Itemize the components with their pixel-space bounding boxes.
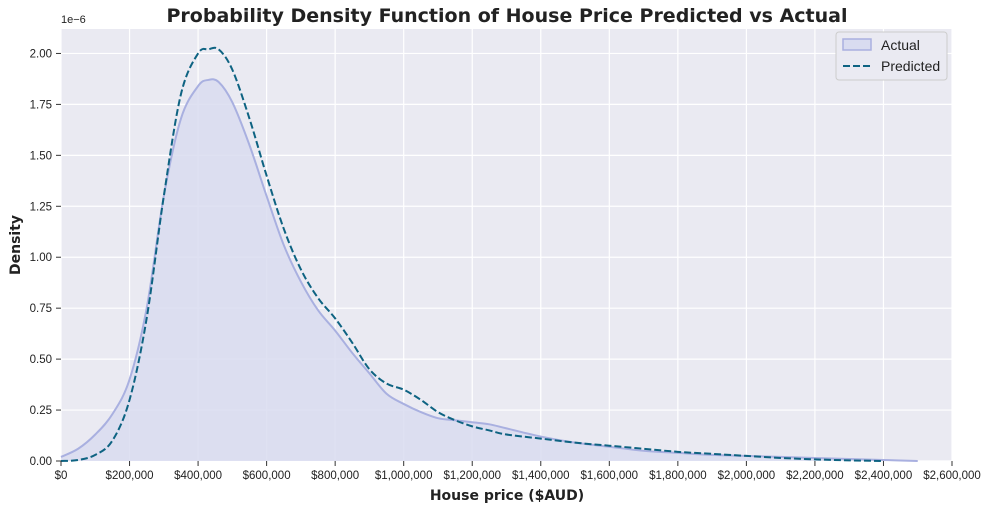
series-predicted-line [60,46,884,462]
y-axis-label: Density [8,215,24,275]
x-tick-label: $800,000 [311,470,359,482]
legend-actual-label: Actual [881,37,920,53]
y-tick-labels: 0.00 0.25 0.50 0.75 1.00 1.25 1.50 1.75 2.00 [30,48,61,468]
legend-actual-swatch [842,38,872,51]
y-tick-label: 0.50 [30,354,52,366]
y-tick-label: 1.75 [30,99,52,111]
y-tick-label: 1.50 [30,150,52,162]
y-tick-label: 0.00 [30,456,52,468]
x-tick-label: $200,000 [106,470,154,482]
x-tick-label: $2,000,000 [718,470,776,482]
y-offset-label: 1e−6 [61,14,86,26]
x-tick-label: $1,400,000 [512,470,570,482]
x-tick-label: $1,200,000 [443,470,501,482]
x-tick-label: $600,000 [243,470,291,482]
series-actual-area [61,79,918,462]
x-tick-label: $2,200,000 [786,470,844,482]
x-tick-label: $0 [55,470,68,482]
y-tick-label: 1.00 [30,252,52,264]
x-tick-label: $2,400,000 [855,470,913,482]
legend-predicted-label: Predicted [881,58,940,74]
x-tick-label: $400,000 [174,470,222,482]
x-tick-label: $2,600,000 [923,470,981,482]
series-actual-line [60,78,918,462]
chart-title: Probability Density Function of House Pr… [167,5,848,27]
y-tick-label: 1.25 [30,201,52,213]
x-tick-label: $1,600,000 [581,470,639,482]
y-tick-label: 0.75 [30,303,52,315]
legend: Actual Predicted [835,31,948,81]
x-tick-label: $1,000,000 [375,470,433,482]
y-tick-label: 0.25 [30,405,52,417]
x-tick-labels: $0 $200,000 $400,000 $600,000 $800,000 $1,000… [55,461,981,482]
x-tick-label: $1,800,000 [649,470,707,482]
y-tick-label: 2.00 [30,48,52,60]
x-axis-label: House price ($AUD) [430,488,584,504]
series-layer [60,46,918,462]
